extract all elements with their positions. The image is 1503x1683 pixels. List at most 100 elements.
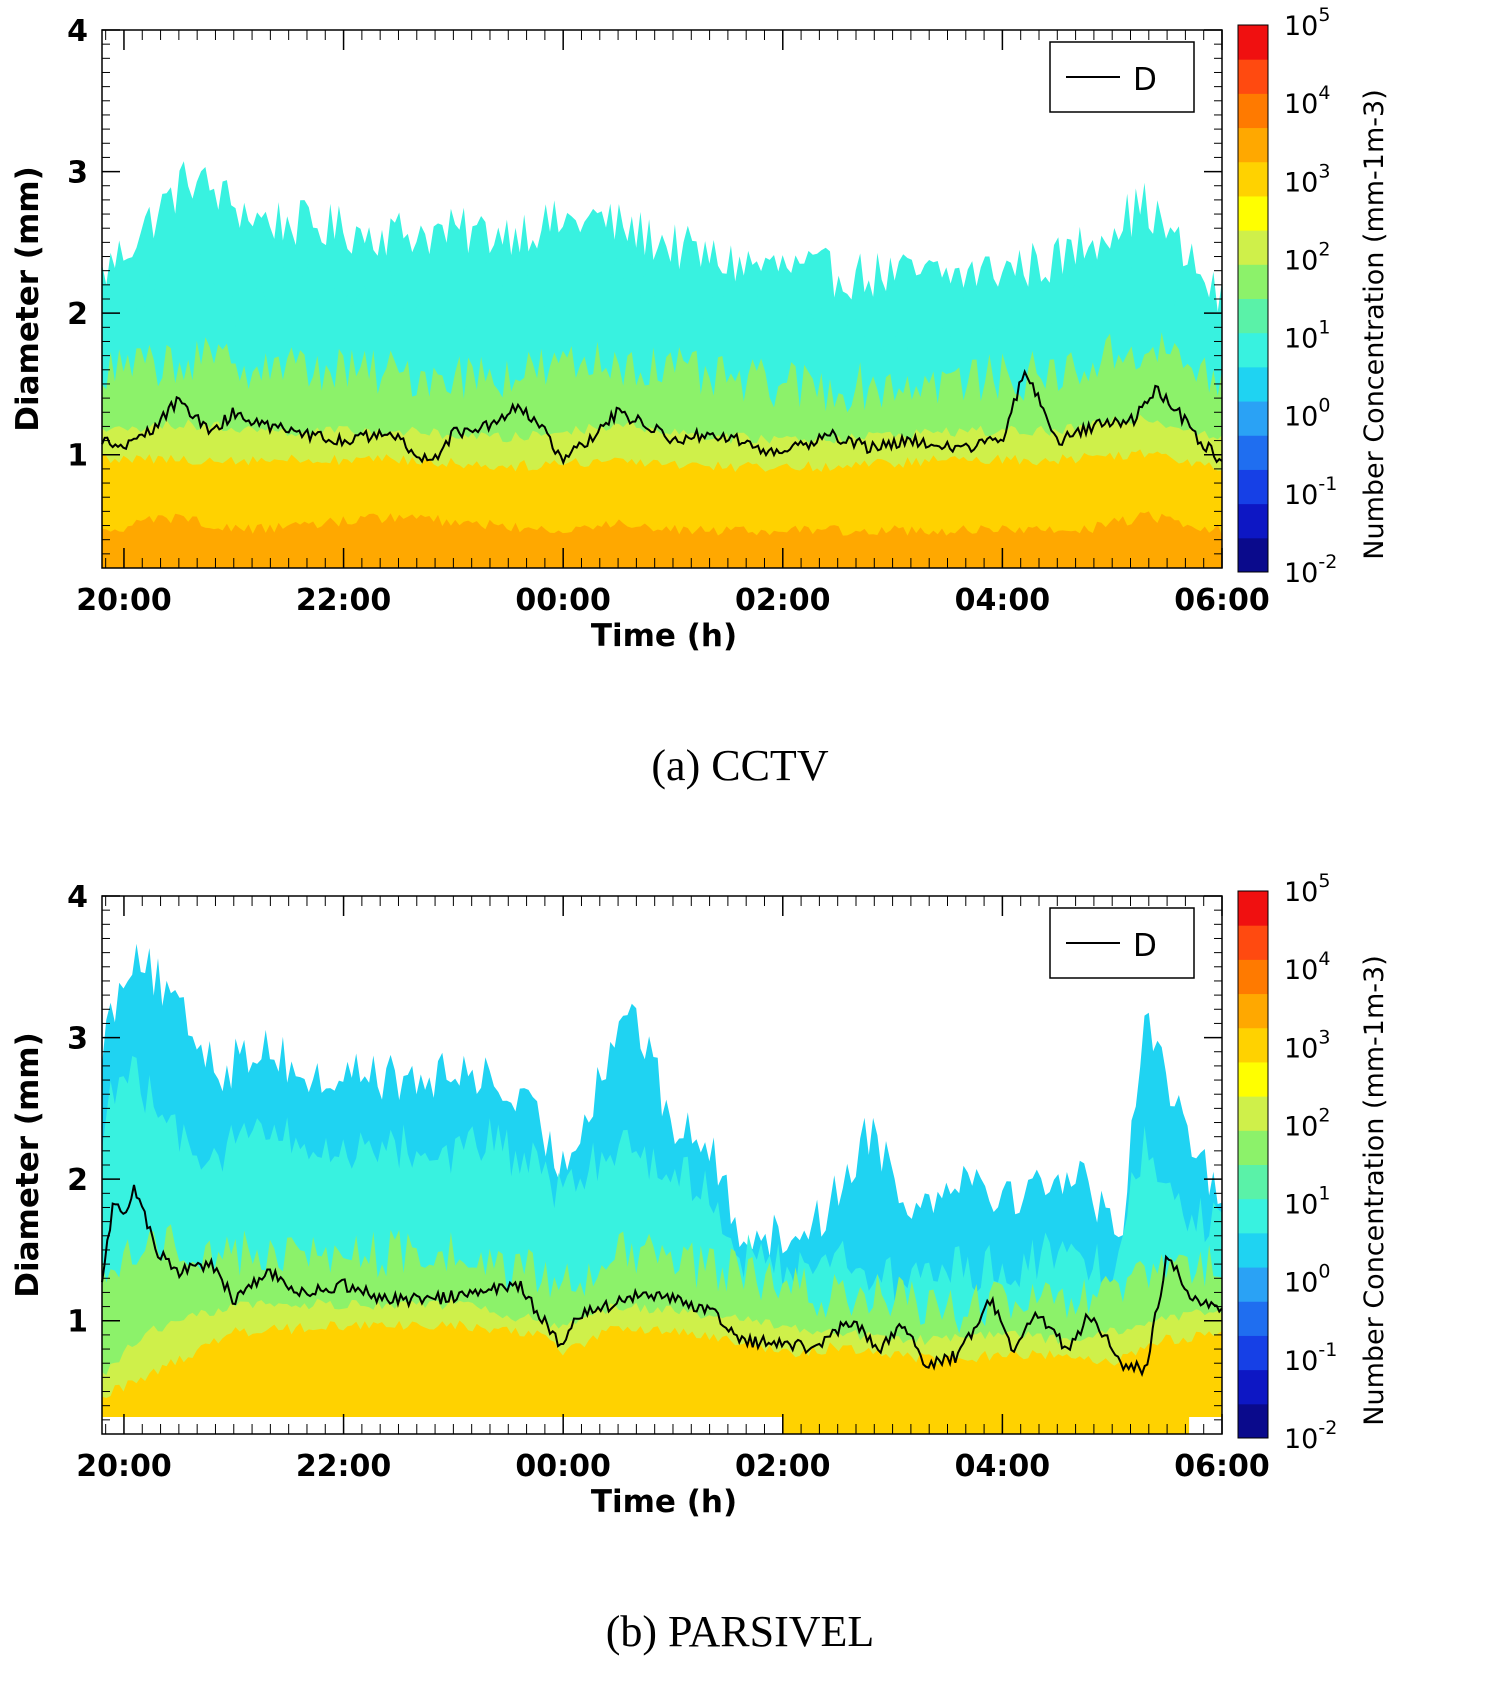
colorbar-tick-label: 103 <box>1284 160 1330 198</box>
caption-cctv: (a) CCTV <box>651 741 829 790</box>
colorbar-swatch <box>1238 1267 1268 1302</box>
legend-label: D <box>1133 928 1157 964</box>
colorbar-tick-exponent: 0 <box>1318 395 1330 417</box>
y-axis-title: Diameter (mm) <box>10 166 46 431</box>
colorbar-tick-exponent: 5 <box>1318 4 1330 26</box>
colorbar-tick-exponent: 2 <box>1318 238 1330 260</box>
colorbar-tick-exponent: -2 <box>1318 1417 1337 1439</box>
colorbar-tick-exponent: 4 <box>1318 82 1330 104</box>
y-axis-title: Diameter (mm) <box>10 1032 46 1297</box>
dm-line <box>101 1184 1223 1378</box>
colorbar-swatch <box>1238 161 1268 197</box>
colorbar-swatch <box>1238 1096 1268 1131</box>
colorbar-tick-label: 100 <box>1284 1261 1330 1299</box>
colorbar-tick-label: 104 <box>1284 82 1330 120</box>
x-tick-label: 22:00 <box>296 583 392 618</box>
x-axis-title: Time (h) <box>591 618 737 654</box>
x-tick-label: 04:00 <box>955 1449 1051 1484</box>
colorbar-swatch <box>1238 264 1268 299</box>
dm-line <box>101 368 1223 466</box>
colorbar-frame <box>1237 24 1269 573</box>
colorbar-swatch <box>1238 1164 1268 1200</box>
chart-svg-cctv: 20:00 22:00 00:00 02:00 04:00 06:00 1 2 3 4 Time (… <box>10 4 1390 654</box>
colorbar-swatch <box>1238 503 1268 539</box>
colorbar-tick-exponent: -1 <box>1318 1339 1337 1361</box>
colorbar-label: Number Concentration (mm-1m-3) <box>1359 89 1390 559</box>
colorbar-tick-exponent: 1 <box>1318 317 1330 339</box>
caption-parsivel: (b) PARSIVEL <box>605 1607 875 1656</box>
legend: Dm <box>1049 41 1195 113</box>
y-tick-label: 3 <box>67 1022 88 1057</box>
colorbar-swatch <box>1238 925 1268 960</box>
colorbar-swatch <box>1238 59 1268 94</box>
colorbar-tick-label: 10-1 <box>1284 1339 1337 1377</box>
y-tick-label: 4 <box>67 880 88 915</box>
y-tick-label: 3 <box>67 156 88 191</box>
colorbar-swatch <box>1238 993 1268 1029</box>
x-tick-label: 02:00 <box>735 1449 831 1484</box>
colorbar-swatch <box>1238 1403 1268 1439</box>
colorbar-tick-label: 10-2 <box>1284 551 1337 589</box>
colorbar-tick-label: 101 <box>1284 317 1330 355</box>
colorbar-tick-exponent: -2 <box>1318 551 1337 573</box>
colorbar-tick-label: 102 <box>1284 1104 1330 1142</box>
colorbar-swatch <box>1238 127 1268 163</box>
colorbar-tick-label: 101 <box>1284 1183 1330 1221</box>
colorbar-swatch <box>1238 195 1268 231</box>
colorbar-tick-label: 105 <box>1284 4 1330 42</box>
y-tick-label: 2 <box>67 1163 88 1198</box>
colorbar-swatch <box>1238 230 1268 265</box>
colorbar-swatch <box>1238 332 1268 368</box>
x-tick-label: 20:00 <box>76 1449 172 1484</box>
x-axis-title: Time (h) <box>591 1484 737 1520</box>
colorbar-tick-label: 105 <box>1284 870 1330 908</box>
colorbar-frame <box>1237 890 1269 1439</box>
colorbar-tick-label: 10-2 <box>1284 1417 1337 1455</box>
x-tick-label: 00:00 <box>515 583 611 618</box>
y-tick-label: 1 <box>67 439 88 474</box>
x-tick-label: 02:00 <box>735 583 831 618</box>
y-tick-label: 1 <box>67 1305 88 1340</box>
x-tick-label: 04:00 <box>955 583 1051 618</box>
y-tick-label: 2 <box>67 297 88 332</box>
colorbar-swatch <box>1238 401 1268 436</box>
colorbar-swatch <box>1238 891 1268 926</box>
colorbar-tick-exponent: 4 <box>1318 948 1330 970</box>
legend: Dm <box>1049 907 1195 979</box>
y-tick-label: 4 <box>67 14 88 49</box>
colorbar-tick-exponent: 3 <box>1318 1026 1330 1048</box>
colorbar-swatch <box>1238 93 1268 129</box>
contour-band <box>782 1362 1190 1434</box>
chart-svg-parsivel: 20:00 22:00 00:00 02:00 04:00 06:00 1 2 3 4 Time (… <box>10 870 1390 1520</box>
colorbar-swatch <box>1238 1232 1268 1268</box>
colorbar-tick-label: 10-1 <box>1284 473 1337 511</box>
colorbar-swatch <box>1238 298 1268 334</box>
colorbar-tick-exponent: 3 <box>1318 160 1330 182</box>
colorbar-label: Number Concentration (mm-1m-3) <box>1359 955 1390 1425</box>
colorbar-tick-exponent: 2 <box>1318 1104 1330 1126</box>
colorbar-swatch <box>1238 1301 1268 1336</box>
x-tick-label: 20:00 <box>76 583 172 618</box>
colorbar-swatch <box>1238 469 1268 505</box>
colorbar-tick-exponent: -1 <box>1318 473 1337 495</box>
colorbar-swatch <box>1238 435 1268 470</box>
colorbar-swatch <box>1238 959 1268 995</box>
legend-label: D <box>1133 62 1157 98</box>
colorbar-tick-exponent: 1 <box>1318 1183 1330 1205</box>
chart-panel-parsivel: 20:00 22:00 00:00 02:00 04:00 06:00 1 2 3 4 Time (… <box>0 866 1503 1683</box>
x-tick-label: 00:00 <box>515 1449 611 1484</box>
colorbar-swatch <box>1238 1335 1268 1371</box>
colorbar-tick-exponent: 0 <box>1318 1261 1330 1283</box>
chart-panel-cctv: 20:00 22:00 00:00 02:00 04:00 06:00 1 2 3 4 Time (… <box>0 0 1503 800</box>
contour-band <box>102 511 1222 568</box>
colorbar-swatch <box>1238 1027 1268 1063</box>
colorbar-swatch <box>1238 25 1268 60</box>
colorbar-swatch <box>1238 1130 1268 1165</box>
x-tick-label: 22:00 <box>296 1449 392 1484</box>
colorbar-tick-label: 102 <box>1284 238 1330 276</box>
x-tick-label: 06:00 <box>1174 583 1270 618</box>
x-tick-label: 06:00 <box>1174 1449 1270 1484</box>
colorbar-swatch <box>1238 537 1268 573</box>
colorbar-tick-label: 103 <box>1284 1026 1330 1064</box>
colorbar-tick-label: 104 <box>1284 948 1330 986</box>
